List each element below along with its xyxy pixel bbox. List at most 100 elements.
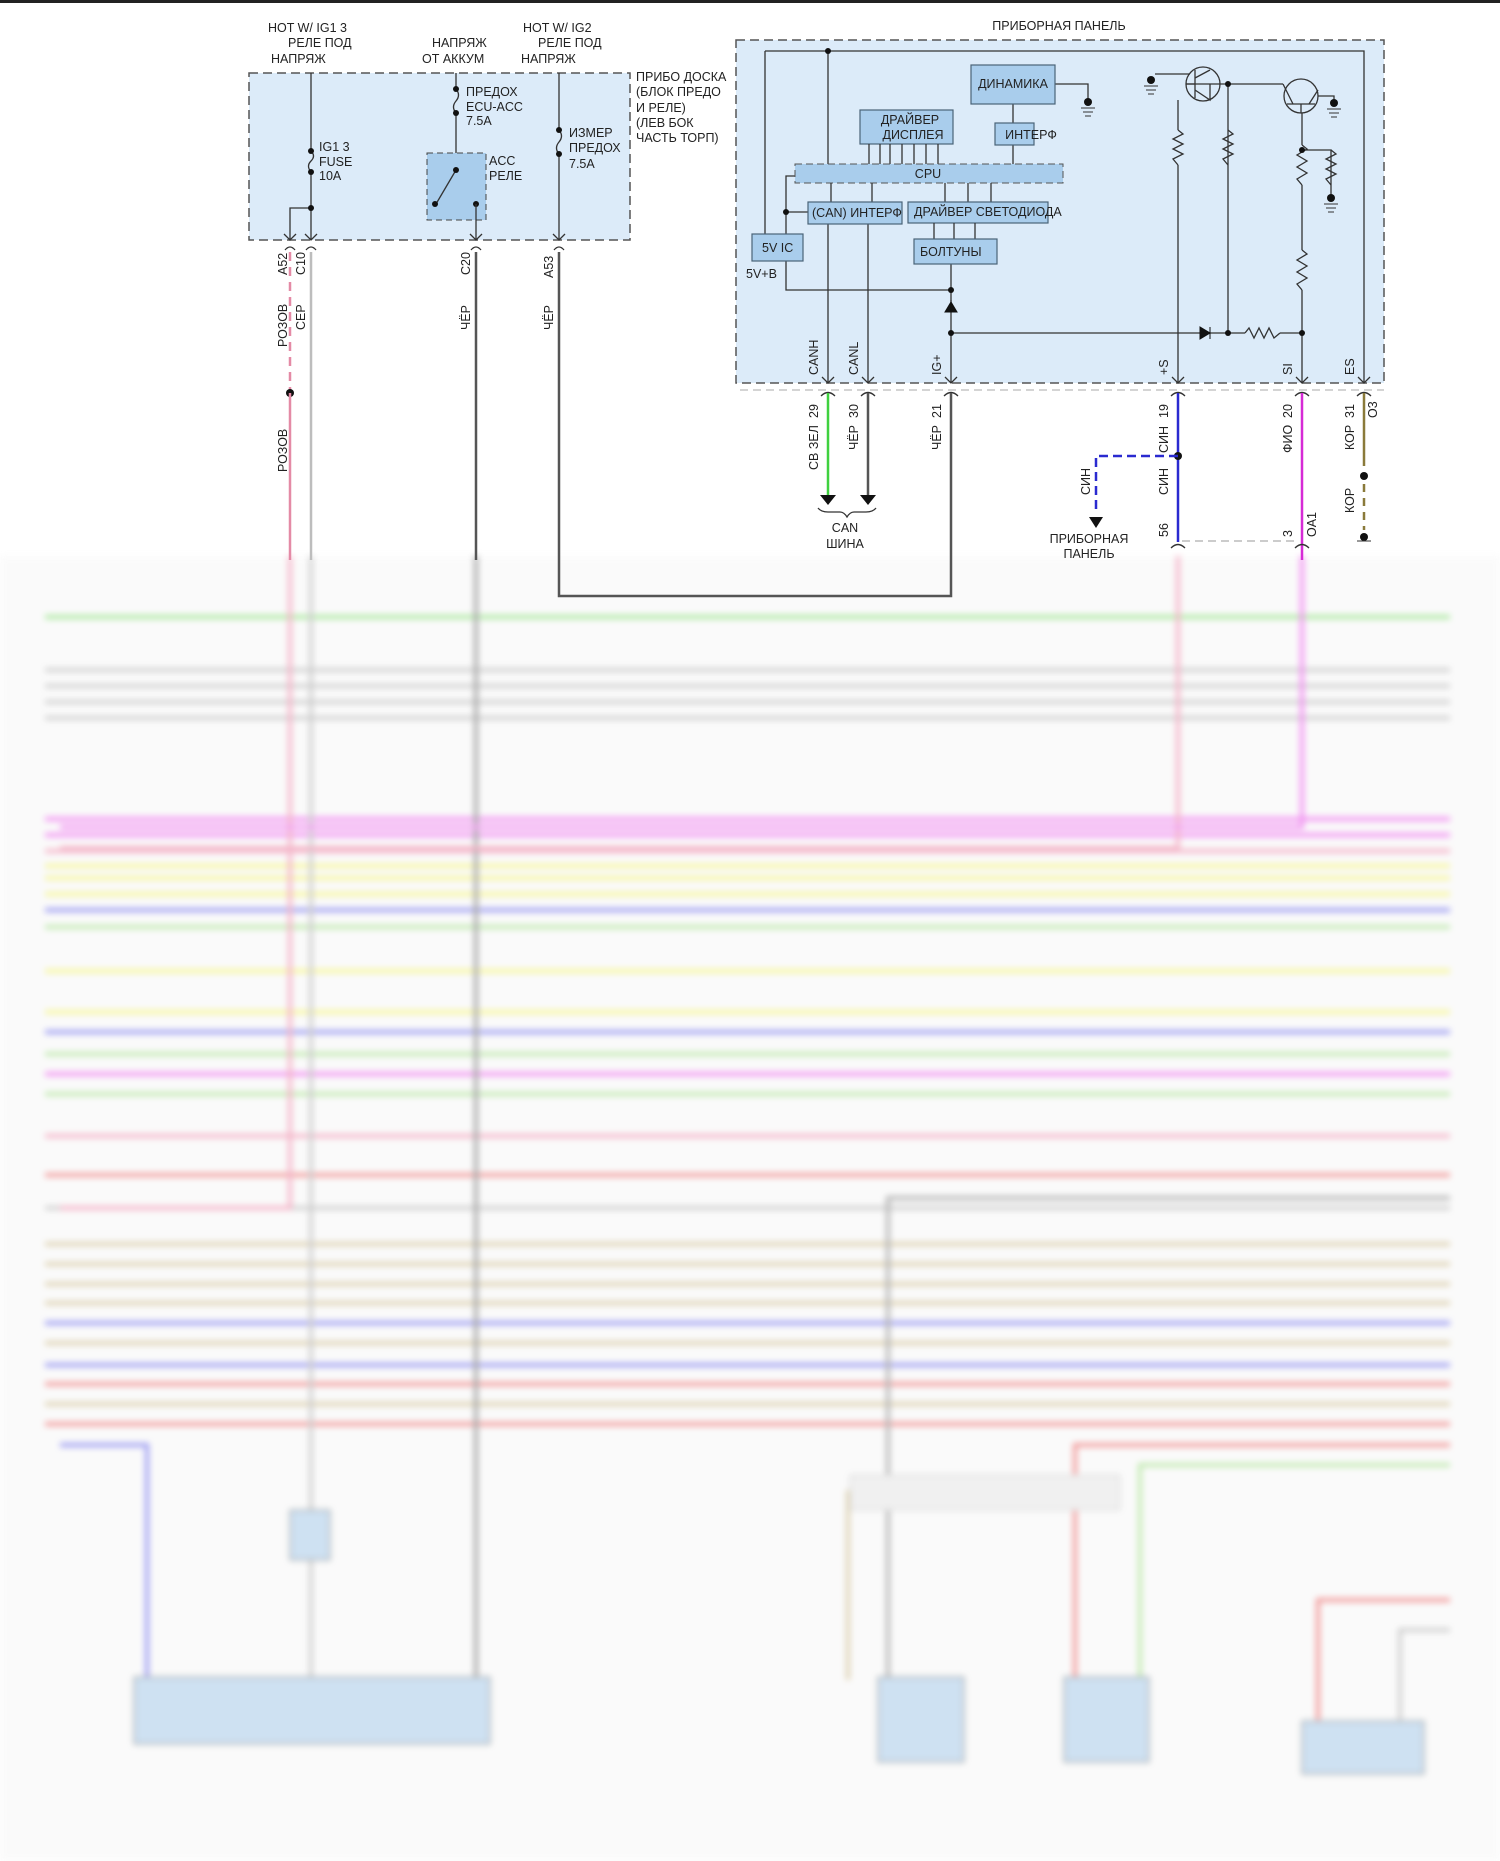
pin-label: A52	[276, 253, 290, 275]
pin-number: 3	[1281, 530, 1295, 537]
module-label: (БЛОК ПРЕДО	[636, 85, 721, 99]
harness-component	[877, 1676, 965, 1763]
source-label: HOT W/ IG2	[523, 21, 592, 35]
fuse-label: 10A	[319, 169, 342, 183]
diode-icon	[1199, 326, 1211, 340]
can-bus-brace	[817, 507, 877, 519]
fuse-label: ПРЕДОХ	[466, 85, 518, 99]
fuse-label: 7.5A	[466, 114, 492, 128]
chimes-block	[913, 238, 998, 265]
harness-component	[289, 1509, 331, 1561]
pin-label: A53	[542, 256, 556, 278]
wire-color-label: ЧЁР	[847, 425, 861, 450]
pin-number: 29	[807, 404, 821, 418]
acc-relay	[426, 152, 487, 221]
interface-block	[994, 122, 1035, 146]
pin-label: +S	[1157, 359, 1171, 375]
wire-color-label: РОЗОВ	[276, 304, 290, 347]
module-label: ПРИБО ДОСКА	[636, 70, 727, 84]
dynamics-block	[970, 64, 1056, 105]
instrument-cluster: ПРИБОРНАЯ ПАНЕЛЬ	[557, 19, 1385, 598]
diode-icon	[944, 300, 958, 313]
5v-ic-block	[751, 233, 804, 262]
cpu-block	[794, 163, 1064, 184]
harness-wire	[60, 556, 1304, 829]
can-interface-block	[807, 201, 903, 225]
module-label: ЧАСТЬ ТОРП)	[636, 131, 719, 145]
branch-target-label: ПРИБОРНАЯ	[1050, 532, 1129, 546]
pin-label: C20	[459, 252, 473, 275]
wire-color-label: СЕР	[294, 304, 308, 330]
block-label: (CAN) ИНТЕРФ	[812, 206, 902, 220]
block-label: CPU	[915, 167, 941, 181]
relay-label: ACC	[489, 154, 515, 168]
pin-label: CANH	[807, 340, 821, 375]
fuse-label: ПРЕДОХ	[569, 141, 621, 155]
harness-wire	[1398, 1628, 1450, 1720]
source-label: РЕЛЕ ПОД	[538, 36, 602, 50]
block-label: ДРАЙВЕР СВЕТОДИОДА	[914, 204, 1062, 219]
fuse-label: 7.5A	[569, 157, 595, 171]
wire-color-label: СИН	[1079, 468, 1093, 495]
fuse-icon	[307, 150, 315, 173]
pin-label: ES	[1343, 358, 1357, 375]
fuse-icon	[452, 88, 460, 114]
pin-number: 56	[1157, 523, 1171, 537]
source-label: НАПРЯЖ	[432, 36, 487, 50]
wire-color-label: ЧЁР	[930, 425, 944, 450]
wire-color-label: СИН	[1157, 426, 1171, 453]
harness-wire	[60, 1443, 149, 1690]
can-bus-label: CAN	[832, 521, 858, 535]
led-driver-block	[907, 201, 1049, 224]
harness-component	[1301, 1720, 1425, 1775]
module-label: И РЕЛЕ)	[636, 101, 686, 115]
left-fuse-relay-module: HOT W/ IG1 3 РЕЛЕ ПОД НАПРЯЖ НАПРЯЖ ОТ А…	[248, 21, 727, 560]
top-border	[0, 0, 1500, 3]
harness-wire	[60, 556, 292, 1210]
fuse-label: ИЗМЕР	[569, 126, 613, 140]
module-label: (ЛЕВ БОК	[636, 116, 694, 130]
can-bus-label: ШИНА	[826, 537, 864, 551]
blurred-harness-section	[0, 556, 1500, 1861]
block-label: БОЛТУНЫ	[920, 245, 982, 259]
harness-wire	[1138, 1463, 1450, 1680]
wire-color-label: СВ ЗЕЛ	[807, 425, 821, 470]
block-label: ИНТЕРФ	[1005, 128, 1057, 142]
wire-blue-branch	[1094, 454, 1178, 512]
cluster-title: ПРИБОРНАЯ ПАНЕЛЬ	[992, 19, 1125, 33]
connector-label: O3	[1366, 401, 1380, 418]
wire-color-label: СИН	[1157, 468, 1171, 495]
arrow-icon	[820, 495, 876, 505]
source-label: ОТ АККУМ	[422, 52, 484, 66]
relay-label: РЕЛЕ	[489, 169, 522, 183]
wire-color-label: ЧЁР	[459, 305, 473, 330]
pin-number: 20	[1281, 404, 1295, 418]
pin-number: 31	[1343, 404, 1357, 418]
harness-wire	[886, 1196, 1450, 1680]
wire-color-label: КОР	[1343, 488, 1357, 513]
display-driver-block	[859, 109, 954, 145]
block-label: ДИСПЛЕЯ	[882, 128, 943, 142]
source-label: НАПРЯЖ	[271, 52, 326, 66]
pin-label: SI	[1281, 363, 1295, 375]
harness-wire	[60, 556, 1180, 850]
harness-component	[1063, 1676, 1150, 1763]
wire-color-label: ЧЁР	[542, 305, 556, 330]
connector-label: OA1	[1305, 512, 1319, 537]
block-label: 5V IC	[762, 241, 793, 255]
pin-label: C10	[294, 252, 308, 275]
harness-wire	[1073, 1443, 1450, 1680]
pin-number: 21	[930, 404, 944, 418]
fuse-label: ECU-ACC	[466, 100, 523, 114]
wire-color-label: ФИО	[1281, 425, 1295, 453]
wire-color-label: РОЗОВ	[276, 429, 290, 472]
pin-number: 30	[847, 404, 861, 418]
block-label: ДИНАМИКА	[978, 77, 1048, 91]
arrow-icon	[1089, 517, 1103, 528]
supply-label: 5V+B	[746, 267, 777, 281]
source-label: РЕЛЕ ПОД	[288, 36, 352, 50]
ground-icons	[1081, 76, 1341, 213]
harness-component	[849, 1474, 1121, 1511]
pin-label: IG+	[930, 355, 944, 376]
